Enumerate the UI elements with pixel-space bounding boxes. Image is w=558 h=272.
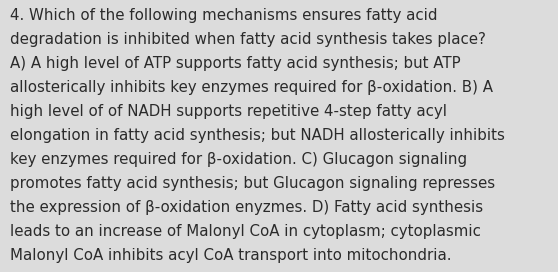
Text: allosterically inhibits key enzymes required for β-oxidation. B) A: allosterically inhibits key enzymes requ… <box>10 80 493 95</box>
Text: elongation in fatty acid synthesis; but NADH allosterically inhibits: elongation in fatty acid synthesis; but … <box>10 128 505 143</box>
Text: Malonyl CoA inhibits acyl CoA transport into mitochondria.: Malonyl CoA inhibits acyl CoA transport … <box>10 248 451 262</box>
Text: promotes fatty acid synthesis; but Glucagon signaling represses: promotes fatty acid synthesis; but Gluca… <box>10 176 495 191</box>
Text: A) A high level of ATP supports fatty acid synthesis; but ATP: A) A high level of ATP supports fatty ac… <box>10 56 461 71</box>
Text: degradation is inhibited when fatty acid synthesis takes place?: degradation is inhibited when fatty acid… <box>10 32 486 47</box>
Text: high level of of NADH supports repetitive 4-step fatty acyl: high level of of NADH supports repetitiv… <box>10 104 447 119</box>
Text: leads to an increase of Malonyl CoA in cytoplasm; cytoplasmic: leads to an increase of Malonyl CoA in c… <box>10 224 481 239</box>
Text: the expression of β-oxidation enyzmes. D) Fatty acid synthesis: the expression of β-oxidation enyzmes. D… <box>10 200 483 215</box>
Text: 4. Which of the following mechanisms ensures fatty acid: 4. Which of the following mechanisms ens… <box>10 8 437 23</box>
Text: key enzymes required for β-oxidation. C) Glucagon signaling: key enzymes required for β-oxidation. C)… <box>10 152 467 167</box>
